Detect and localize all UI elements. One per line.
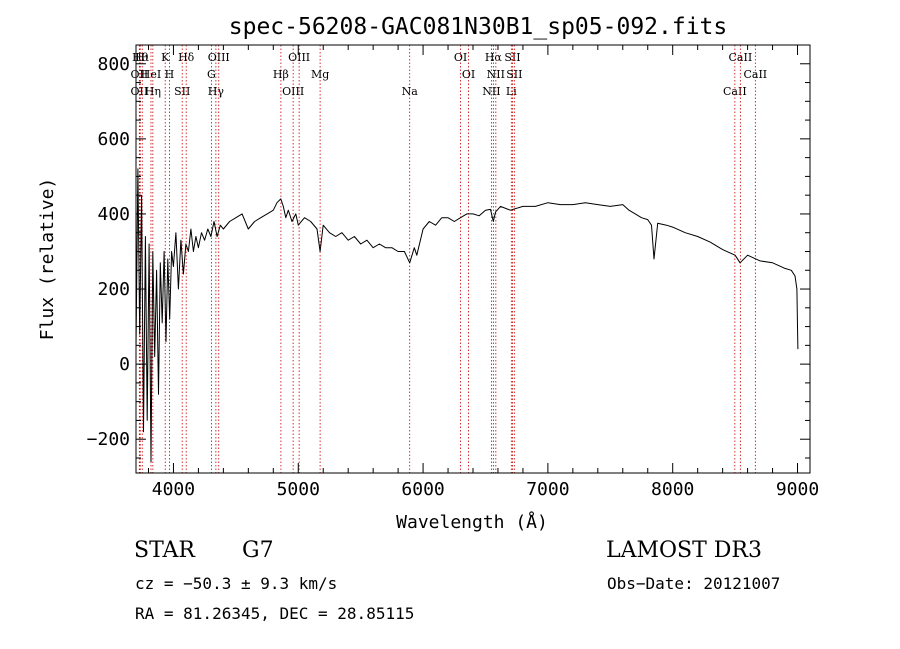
line-marker-label: OIII xyxy=(282,85,304,98)
axis-ticks: 4000 5000 6000 7000 8000 9000 −200 0 200 400 600 80… xyxy=(87,44,819,500)
obs-date: Obs−Date: 20121007 xyxy=(607,574,781,593)
line-marker-label: CaII xyxy=(723,85,747,98)
plot-frame xyxy=(135,44,811,474)
coordinates: RA = 81.26345, DEC = 28.85115 xyxy=(135,604,415,623)
x-tick-label: 6000 xyxy=(401,479,444,500)
survey-name: LAMOST DR3 xyxy=(606,538,762,563)
line-marker-label: NII xyxy=(487,68,505,81)
x-tick-label: 8000 xyxy=(651,479,694,500)
x-tick-label: 4000 xyxy=(152,479,195,500)
y-axis-label: Flux (relative) xyxy=(37,178,58,341)
line-marker-label: H xyxy=(165,68,175,81)
line-marker-label: OIII xyxy=(288,51,310,64)
x-tick-label: 7000 xyxy=(526,479,569,500)
line-marker-label: OI xyxy=(462,68,475,81)
chart-title: spec-56208-GAC081N30B1_sp05-092.fits xyxy=(229,14,728,40)
series-layer xyxy=(135,168,799,463)
star-class-label: STAR xyxy=(134,538,195,563)
line-marker-label: Hι xyxy=(135,51,149,64)
x-tick-label: 5000 xyxy=(277,479,320,500)
line-marker-label: G xyxy=(207,68,216,81)
line-marker-label: OI xyxy=(454,51,467,64)
line-marker-label: SII xyxy=(506,68,522,81)
line-markers: HθOIIOIIHιHeIHηKHSIIHδGHγOIIIHβOIIIOIIIM… xyxy=(131,45,767,473)
star-subclass: G7 xyxy=(242,538,274,563)
x-axis-label: Wavelength (Å) xyxy=(396,511,548,533)
line-marker-label: Na xyxy=(402,85,419,98)
spectrum-line xyxy=(135,168,799,463)
x-tick-label: 9000 xyxy=(776,479,819,500)
y-tick-label: 200 xyxy=(97,279,130,300)
cz-value: cz = −50.3 ± 9.3 km/s xyxy=(135,574,338,593)
line-marker-label: CaII xyxy=(729,51,753,64)
line-marker-label: CaII xyxy=(743,68,767,81)
line-marker-label: Hβ xyxy=(273,68,289,81)
line-marker-label: Li xyxy=(506,85,517,98)
line-marker-label: Hη xyxy=(145,85,161,98)
line-marker-label: SII xyxy=(504,51,520,64)
line-marker-label: OII xyxy=(131,85,149,98)
y-tick-label: 600 xyxy=(97,129,130,150)
y-tick-label: 0 xyxy=(119,354,130,375)
line-marker-label: HeI xyxy=(141,68,161,81)
line-marker-label: Hγ xyxy=(208,85,225,98)
line-marker-label: Mg xyxy=(311,68,329,81)
line-marker-label: SII xyxy=(174,85,190,98)
line-marker-label: Hδ xyxy=(178,51,195,64)
line-marker-label: OIII xyxy=(208,51,230,64)
y-tick-label: −200 xyxy=(87,429,130,450)
line-marker-label: NII xyxy=(482,85,500,98)
y-tick-label: 400 xyxy=(97,204,130,225)
line-marker-label: K xyxy=(161,51,170,64)
y-tick-label: 800 xyxy=(97,54,130,75)
line-marker-label: Hα xyxy=(485,51,503,64)
